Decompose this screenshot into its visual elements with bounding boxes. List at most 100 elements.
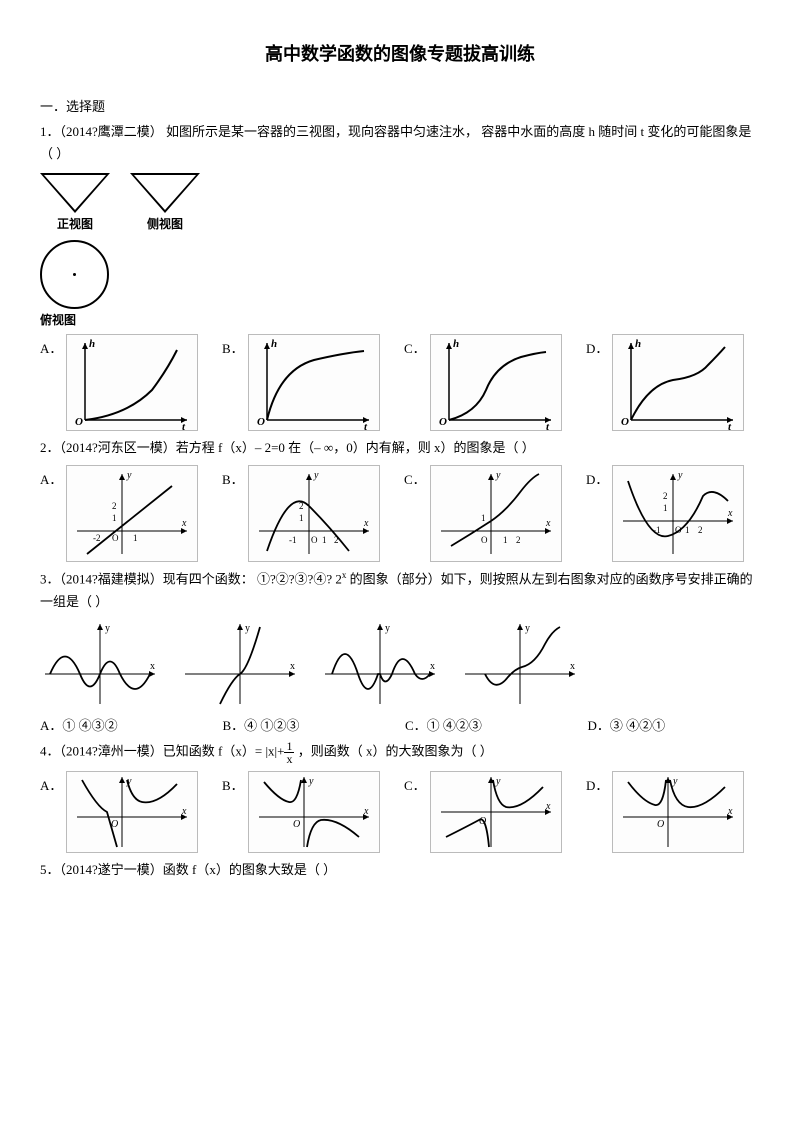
q2-option-c: C． y x O 1 1 2 [404,465,578,562]
q2-options: A． y x O 1 2 -2 1 B． [40,465,760,562]
svg-text:y: y [495,776,501,787]
q3-options: A．① ④③② B．④ ①②③ C．① ④②③ D．③ ④②① [40,715,760,734]
opt-label: C． [404,771,426,794]
svg-text:1: 1 [663,503,668,513]
q3-opt-c: C．① ④②③ [405,715,578,734]
svg-text:O: O [481,535,488,545]
svg-text:O: O [311,535,318,545]
opt-label: A． [40,771,62,794]
q4-text: 4．（2014?漳州一模）已知函数 f（x）= |x|+1x ，则函数（ x）的… [40,740,760,765]
q3-graphs: xy xy xy xy [40,619,760,709]
svg-text:x: x [545,518,551,529]
svg-text:O: O [657,819,664,830]
q1-option-c: C． O h t [404,334,578,431]
q4-option-c: C． O y x [404,771,578,853]
graph: xy [40,619,160,709]
svg-text:x: x [181,806,187,817]
svg-text:1: 1 [133,533,138,543]
svg-text:2: 2 [112,501,117,511]
graph-box: y x O 1 2 -2 1 [66,465,198,562]
graph-box: y x -1 O 1 2 1 2 [612,465,744,562]
svg-text:y: y [672,776,678,787]
svg-text:t: t [728,421,732,430]
q3-opt-d: D．③ ④②① [588,715,761,734]
opt-label-d: D． [586,334,608,357]
svg-text:1: 1 [322,535,327,545]
graph-box: O y x [248,771,380,853]
fraction: 1x [284,740,294,765]
svg-text:y: y [245,623,250,634]
svg-text:y: y [313,470,319,481]
front-caption: 正视图 [40,215,110,232]
graph: xy [460,619,580,709]
svg-text:x: x [727,508,733,519]
graph-box: y x -1 1 2 O 1 2 [248,465,380,562]
q1-options: A． O h t B． O h t [40,334,760,431]
q1-option-a: A． O h t [40,334,214,431]
svg-text:x: x [363,806,369,817]
q3-opt-b: B．④ ①②③ [223,715,396,734]
q4-text-b: ，则函数（ x）的大致图象为（ ） [298,743,493,758]
svg-text:x: x [545,801,551,812]
svg-text:y: y [105,623,110,634]
q4-options: A． O y x B． O y x [40,771,760,853]
opt-label-c: C． [404,334,426,357]
svg-text:O: O [75,416,83,428]
graph: xy [180,619,300,709]
svg-text:O: O [621,416,629,428]
graph-box: O y x [66,771,198,853]
side-caption: 侧视图 [130,215,200,232]
svg-text:1: 1 [112,513,117,523]
svg-text:1: 1 [481,513,486,523]
svg-text:x: x [430,661,435,672]
q1-views: 正视图 侧视图 [40,173,760,232]
q3-exp-sup: x [342,570,347,580]
svg-text:1: 1 [299,513,304,523]
q1-option-b: B． O h t [222,334,396,431]
q4-text-a: 4．（2014?漳州一模）已知函数 [40,743,218,758]
svg-text:O: O [112,533,119,543]
side-view: 侧视图 [130,173,200,232]
q4-option-d: D． O y x [586,771,760,853]
top-caption: 俯视图 [40,311,105,328]
svg-text:y: y [126,470,132,481]
opt-label-a: A． [40,334,62,357]
triangle-icon [40,173,110,213]
opt-label: D． [586,771,608,794]
q1-option-d: D． O h t [586,334,760,431]
svg-text:y: y [385,623,390,634]
opt-label: D． [586,465,608,488]
svg-text:x: x [570,661,575,672]
svg-text:O: O [293,819,300,830]
graph-box: O h t [248,334,380,431]
opt-label: B． [222,465,244,488]
circle-icon [40,240,109,309]
svg-text:-1: -1 [289,535,297,545]
svg-text:t: t [546,421,550,430]
section-heading: 一．选择题 [40,96,760,115]
opt-label-b: B． [222,334,244,357]
svg-text:y: y [495,470,501,481]
graph-box: O h t [430,334,562,431]
top-view: 俯视图 [40,240,760,328]
triangle-icon [130,173,200,213]
svg-text:-2: -2 [93,533,101,543]
graph-box: O y x [612,771,744,853]
graph-box: O h t [612,334,744,431]
opt-label: B． [222,771,244,794]
svg-text:y: y [677,470,683,481]
q3-text-a: 3．（2014?福建模拟）现有四个函数： ①?②?③?④? [40,572,332,587]
svg-text:x: x [363,518,369,529]
q3-opt-a: A．① ④③② [40,715,213,734]
q4-option-b: B． O y x [222,771,396,853]
svg-text:y: y [525,623,530,634]
q4-option-a: A． O y x [40,771,214,853]
graph-box: O h t [66,334,198,431]
svg-text:2: 2 [698,525,703,535]
svg-text:x: x [150,661,155,672]
q3-text: 3．（2014?福建模拟）现有四个函数： ①?②?③?④? 2x 的图象（部分）… [40,568,760,613]
svg-text:h: h [635,338,641,350]
svg-text:h: h [271,338,277,350]
svg-text:t: t [182,421,186,430]
q4-fx: f（x）= |x|+ [218,743,284,758]
